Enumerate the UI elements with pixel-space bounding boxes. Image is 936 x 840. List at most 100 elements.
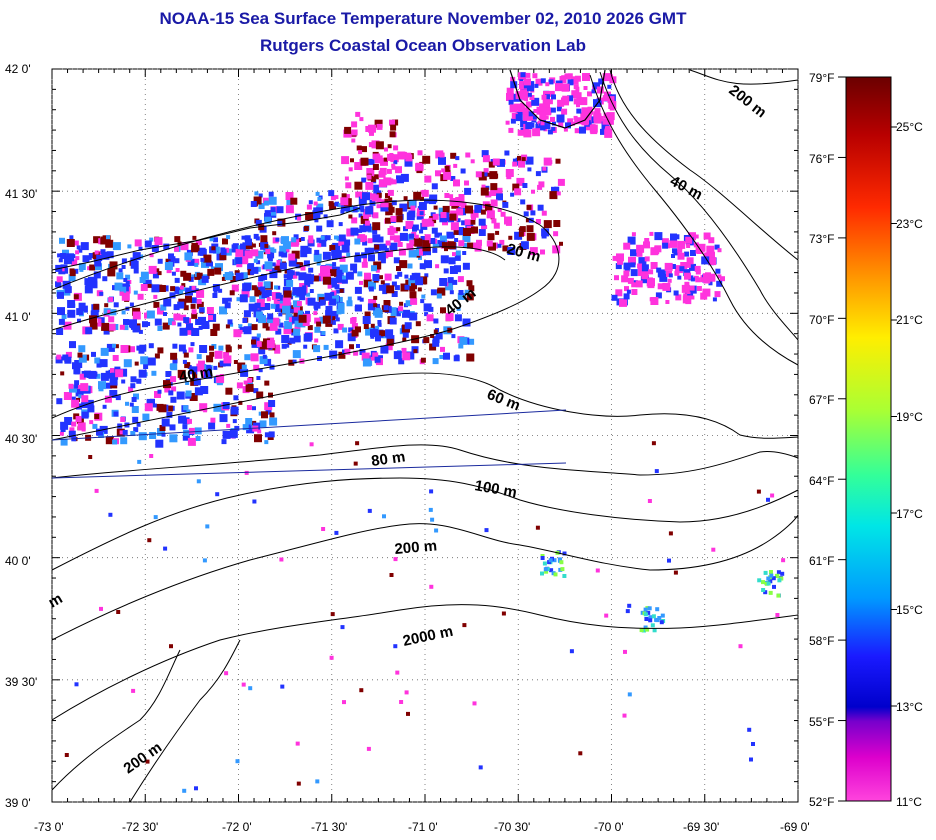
sst-pixel (210, 417, 216, 423)
sst-pixel (623, 649, 627, 654)
sst-pixel (102, 404, 107, 409)
sst-pixel (455, 156, 460, 161)
sst-pixel (384, 273, 392, 281)
sst-pixel (251, 249, 259, 257)
sst-pixel (329, 298, 337, 306)
sst-pixel (543, 107, 552, 116)
sst-pixel (56, 354, 62, 360)
sst-pixel (339, 264, 348, 273)
sst-pixel (120, 286, 127, 293)
sst-pixel (190, 297, 197, 304)
sst-pixel (354, 255, 362, 263)
cb-c-23: 23°C (896, 217, 923, 231)
sst-pixel (307, 325, 313, 331)
sst-pixel (387, 189, 394, 196)
sst-pixel (140, 284, 148, 291)
sst-pixel (380, 345, 389, 354)
sst-pixel (134, 361, 139, 366)
sst-pixel (266, 317, 273, 324)
sst-pixel (480, 209, 486, 215)
sst-pixel (516, 177, 525, 186)
sst-pixel (780, 571, 785, 576)
sst-pixel (193, 378, 201, 386)
track-line-1 (52, 409, 567, 441)
cb-c-25: 25°C (896, 120, 923, 134)
sst-pixel (109, 390, 118, 398)
sst-pixel (73, 294, 79, 300)
sst-pixel (123, 359, 132, 368)
sst-pixel (330, 310, 339, 319)
sst-pixel (365, 327, 374, 336)
sst-pixel (656, 267, 662, 273)
sst-pixel (450, 152, 457, 159)
sst-pixel (598, 78, 605, 85)
sst-pixel (212, 293, 218, 298)
sst-pixel (395, 670, 400, 675)
sst-pixel (184, 362, 191, 369)
sst-pixel (101, 322, 110, 331)
sst-pixel (679, 266, 685, 272)
sst-pixel (391, 200, 397, 206)
sst-pixel (344, 239, 351, 246)
sst-pixel (317, 197, 322, 201)
sst-pixel (708, 257, 717, 266)
sst-pixel (457, 199, 465, 207)
sst-pixel (413, 349, 418, 354)
sst-pixel (104, 395, 112, 403)
sst-pixel (329, 655, 334, 660)
sst-pixel (602, 73, 611, 82)
sst-pixel (102, 276, 108, 282)
sst-pixel (689, 263, 696, 271)
sst-pixel (291, 315, 300, 324)
sst-pixel (121, 258, 127, 264)
sst-pixel (243, 310, 251, 318)
sst-pixel (263, 281, 271, 289)
sst-pixel (284, 247, 290, 253)
sst-pixel (266, 297, 271, 302)
sst-pixel (235, 759, 240, 764)
sst-pixel (133, 393, 139, 400)
sst-pixel (593, 113, 602, 122)
sst-pixel (250, 201, 257, 207)
sst-pixel (151, 245, 159, 252)
sst-pixel (455, 250, 461, 256)
sst-pixel (657, 269, 666, 278)
sst-pixel (542, 561, 547, 566)
sst-pixel (354, 238, 361, 245)
sst-pixel (241, 682, 246, 687)
sst-pixel (393, 235, 401, 243)
sst-pixel (223, 352, 230, 358)
sst-pixel (766, 497, 770, 502)
sst-pixel (104, 303, 109, 308)
sst-pixel (257, 282, 263, 288)
sst-pixel (654, 617, 659, 622)
sst-pixel (62, 280, 71, 289)
sst-pixel (236, 382, 243, 389)
sst-pixel (424, 234, 431, 241)
sst-pixel (182, 359, 187, 364)
sst-pixel (223, 355, 232, 364)
sst-pixel (369, 130, 374, 136)
sst-pixel (319, 316, 327, 324)
sst-pixel (205, 524, 210, 529)
sst-pixel (320, 265, 328, 274)
cb-f-76: 76°F (809, 152, 834, 166)
sst-pixel (576, 108, 582, 114)
sst-pixel (505, 120, 510, 125)
sst-pixel (379, 275, 383, 280)
sst-pixel (104, 373, 110, 379)
sst-pixel (490, 183, 498, 191)
sst-pixel (684, 284, 690, 290)
sst-pixel (105, 382, 112, 389)
sst-pixel (582, 73, 590, 81)
sst-pixel (88, 370, 97, 379)
sst-pixel (542, 166, 547, 171)
cb-f-58: 58°F (809, 634, 834, 648)
sst-pixel (238, 329, 243, 334)
sst-pixel (464, 180, 469, 186)
sst-pixel (213, 403, 222, 412)
sst-pixel (680, 262, 688, 269)
sst-pixel (600, 128, 606, 135)
sst-pixel (368, 158, 375, 165)
sst-pixel (524, 97, 529, 102)
